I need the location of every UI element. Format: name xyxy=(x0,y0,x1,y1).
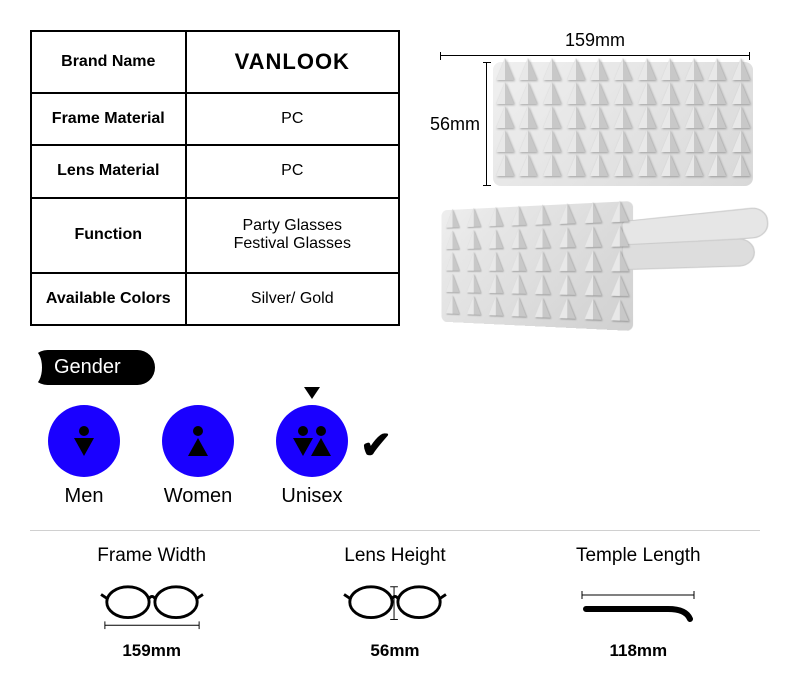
temple-arm-icon xyxy=(622,238,756,270)
gender-label: Unisex xyxy=(276,485,348,508)
temple-length-icon xyxy=(529,577,748,635)
frame-width-icon xyxy=(42,577,261,635)
table-row: FunctionParty Glasses Festival Glasses xyxy=(31,198,399,273)
spiked-glasses-front-icon xyxy=(493,62,753,186)
table-row: Available ColorsSilver/ Gold xyxy=(31,273,399,325)
dim-value: 56mm xyxy=(285,641,504,661)
gender-circle-icon xyxy=(162,405,234,477)
width-dim-line xyxy=(440,55,750,56)
dim-title: Frame Width xyxy=(42,545,261,567)
spec-label: Frame Material xyxy=(31,93,186,145)
dimension-lens-height: Lens Height 56mm xyxy=(285,545,504,661)
dim-value: 159mm xyxy=(42,641,261,661)
gender-circle-icon xyxy=(276,405,348,477)
spec-value: PC xyxy=(186,145,399,197)
front-view: 56mm xyxy=(430,62,760,186)
table-row: Lens MaterialPC xyxy=(31,145,399,197)
dim-title: Lens Height xyxy=(285,545,504,567)
spec-table: Brand NameVANLOOKFrame MaterialPCLens Ma… xyxy=(30,30,400,326)
table-row: Brand NameVANLOOK xyxy=(31,31,399,93)
spec-value: Silver/ Gold xyxy=(186,273,399,325)
height-dim-line xyxy=(486,62,487,186)
dim-title: Temple Length xyxy=(529,545,748,567)
gender-label: Women xyxy=(162,485,234,508)
gender-options: MenWomenUnisex✔ xyxy=(30,405,760,508)
check-icon: ✔ xyxy=(360,423,392,468)
spec-value: Party Glasses Festival Glasses xyxy=(186,198,399,273)
gender-option-men[interactable]: Men xyxy=(48,405,120,508)
gender-heading: Gender xyxy=(30,350,155,385)
top-row: Brand NameVANLOOKFrame MaterialPCLens Ma… xyxy=(30,30,760,326)
height-dimension: 56mm xyxy=(430,114,480,135)
table-row: Frame MaterialPC xyxy=(31,93,399,145)
dim-value: 118mm xyxy=(529,641,748,661)
gender-option-unisex[interactable]: Unisex✔ xyxy=(276,405,348,508)
width-dimension: 159mm xyxy=(430,30,760,51)
spec-label: Lens Material xyxy=(31,145,186,197)
product-images: 159mm 56mm 118mm xyxy=(430,30,760,326)
dimension-temple-length: Temple Length 118mm xyxy=(529,545,748,661)
spec-value: VANLOOK xyxy=(186,31,399,93)
spec-label: Available Colors xyxy=(31,273,186,325)
gender-option-women[interactable]: Women xyxy=(162,405,234,508)
dimensions-row: Frame Width 159mm Lens Height 56mm Temple Le… xyxy=(30,545,760,661)
angle-view: 118mm xyxy=(430,206,760,326)
selected-arrow-icon xyxy=(304,387,320,399)
spec-value: PC xyxy=(186,93,399,145)
gender-circle-icon xyxy=(48,405,120,477)
spec-label: Brand Name xyxy=(31,31,186,93)
lens-height-icon xyxy=(285,577,504,635)
gender-label: Men xyxy=(48,485,120,508)
divider xyxy=(30,530,760,531)
spec-label: Function xyxy=(31,198,186,273)
spiked-glasses-angle-icon xyxy=(442,201,633,331)
dimension-frame-width: Frame Width 159mm xyxy=(42,545,261,661)
